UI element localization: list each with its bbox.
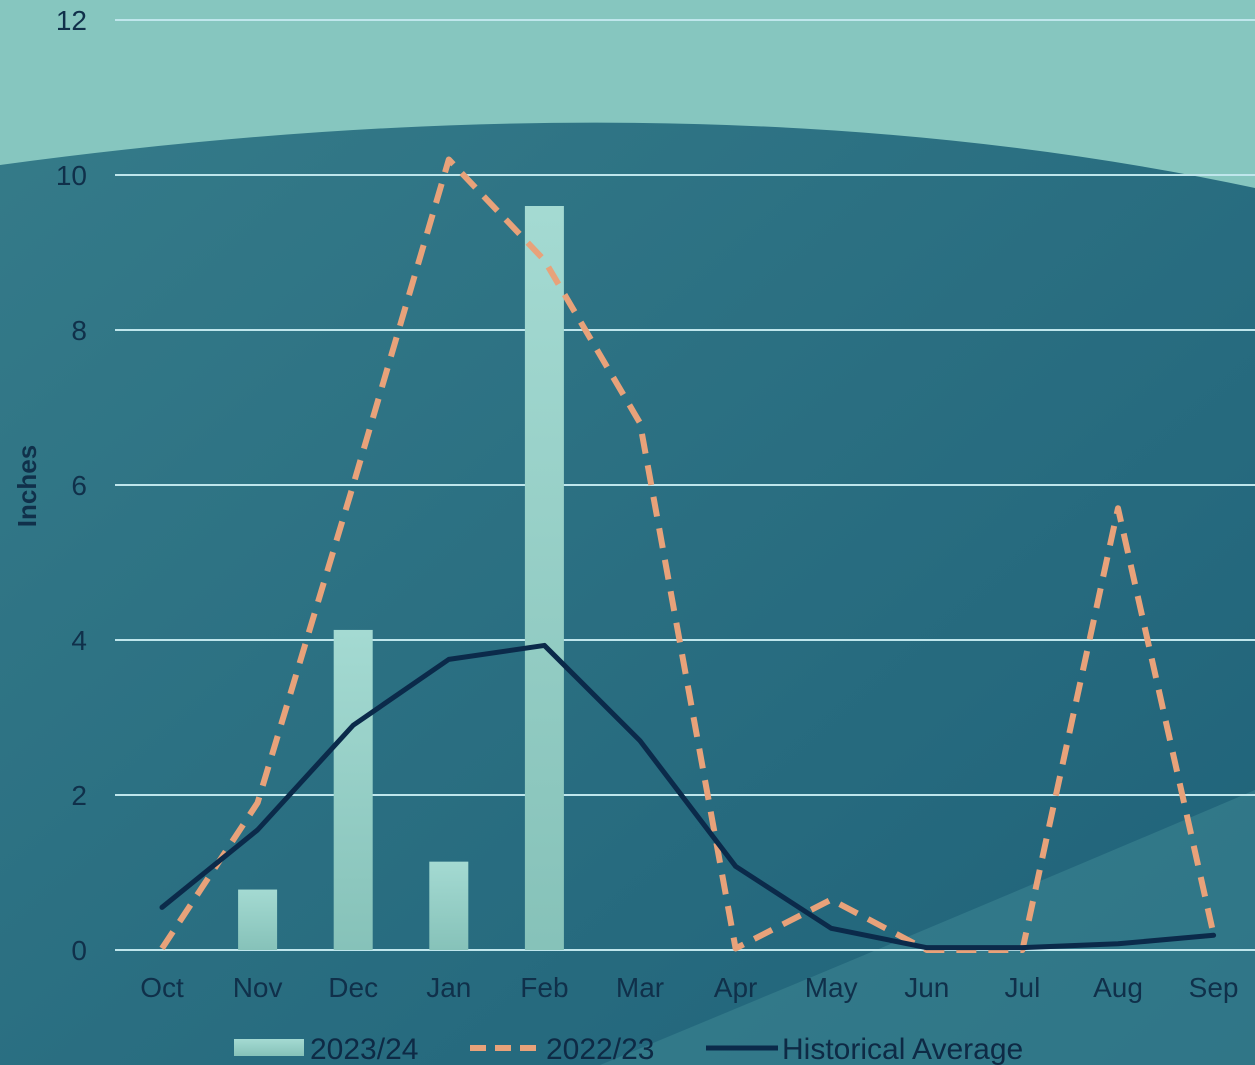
gridlines [115,19,1255,951]
y-tick-label: 12 [56,5,87,36]
x-tick-label: Dec [328,972,378,1003]
legend-item: 2023/24 [234,1033,418,1065]
x-tick-label: Oct [140,972,184,1003]
x-tick-label: Jun [904,972,949,1003]
x-tick-label: May [805,972,858,1003]
top-band [0,0,1255,188]
legend-item: Historical Average [706,1033,1023,1065]
y-tick-label: 4 [71,625,87,656]
bars-2023-24 [238,206,564,950]
lines [159,156,1217,953]
bar [238,889,278,950]
bar [333,629,373,950]
bar [524,206,564,950]
y-tick-label: 6 [71,470,87,501]
x-tick-label: Mar [616,972,664,1003]
legend-label: 2023/24 [310,1033,418,1065]
y-tick-label: 10 [56,160,87,191]
y-tick-label: 2 [71,780,87,811]
y-tick-label: 0 [71,935,87,966]
legend-label: Historical Average [782,1033,1023,1065]
x-tick-label: Nov [233,972,283,1003]
bar [429,861,469,950]
y-tick-label: 8 [71,315,87,346]
line-historical-average [159,642,1217,951]
legend-item: 2022/23 [470,1033,654,1065]
legend-swatch-bar [234,1039,304,1056]
y-axis-title: Inches [12,445,42,527]
line-2022-23 [159,156,1217,953]
x-tick-labels: Oct Nov Dec Jan Feb Mar Apr May Jun Jul Aug Sep [140,972,1238,1003]
x-tick-label: Aug [1093,972,1143,1003]
legend-label: 2022/23 [546,1033,654,1065]
x-tick-label: Apr [714,972,758,1003]
x-tick-label: Jan [426,972,471,1003]
legend: 2023/24 2022/23 Historical Average [234,1033,1023,1065]
x-tick-label: Feb [520,972,568,1003]
y-tick-labels: 0 2 4 6 8 10 12 [56,5,87,966]
x-tick-label: Jul [1005,972,1041,1003]
bottom-right-wave [600,790,1255,1065]
x-tick-label: Sep [1189,972,1239,1003]
